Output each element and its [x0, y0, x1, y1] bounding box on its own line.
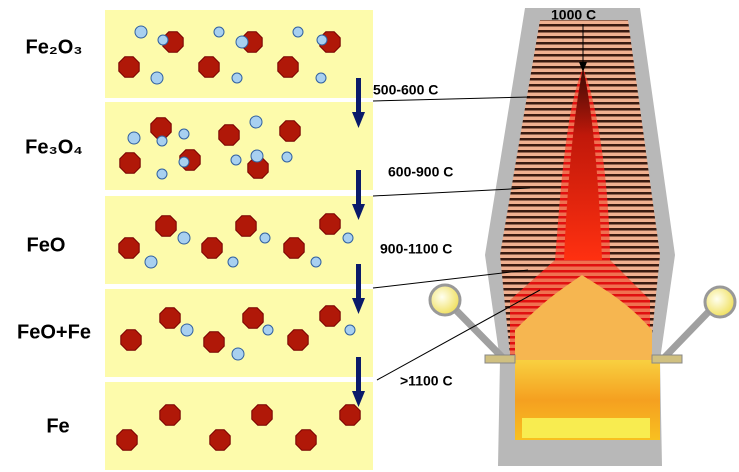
iron-particle: [287, 329, 309, 351]
iron-particle: [247, 157, 269, 179]
stage-label: FeO: [27, 234, 66, 256]
oxygen-particle: [150, 71, 164, 85]
leader-arrow: [579, 62, 587, 72]
arrow-head: [352, 204, 365, 220]
blower: [703, 285, 737, 319]
iron-particle: [203, 331, 225, 353]
oxygen-particle: [235, 35, 249, 49]
oxygen-particle: [310, 256, 322, 268]
iron-particle: [201, 237, 223, 259]
iron-particle: [235, 215, 257, 237]
iron-particle: [319, 213, 341, 235]
blower: [428, 283, 462, 317]
temperature-label: 1000 C: [551, 7, 596, 23]
oxygen-particle: [231, 347, 245, 361]
iron-particle: [218, 124, 240, 146]
oxygen-particle: [316, 34, 328, 46]
iron-particle: [279, 120, 301, 142]
stage-label: Fe₂O₃: [25, 36, 82, 58]
arrow-head: [352, 298, 365, 314]
stage-label: FeO+Fe: [17, 321, 91, 343]
leader-line: [376, 289, 541, 381]
temperature-label: 900-1100 C: [380, 241, 452, 257]
oxygen-particle: [156, 135, 168, 147]
arrow-shaft: [356, 78, 361, 116]
iron-particle: [159, 307, 181, 329]
oxygen-particle: [249, 115, 263, 129]
iron-particle: [339, 404, 361, 426]
oxygen-particle: [156, 168, 168, 180]
iron-particle: [150, 117, 172, 139]
iron-particle: [295, 429, 317, 451]
furnace: [428, 8, 737, 466]
leader-line: [372, 269, 529, 289]
iron-particle: [251, 404, 273, 426]
raceway-zone: [515, 275, 652, 360]
stage-box: [105, 102, 373, 190]
oxygen-particle: [213, 26, 225, 38]
reduction-cone: [564, 68, 602, 260]
oxygen-particle: [177, 231, 191, 245]
iron-particle: [119, 152, 141, 174]
oxygen-particle: [178, 128, 190, 140]
oxygen-particle: [344, 324, 356, 336]
arrow-head: [352, 112, 365, 128]
stage-boxes: [105, 10, 373, 470]
arrow-shaft: [356, 264, 361, 302]
arrow-head: [352, 391, 365, 407]
flow-arrows: [352, 78, 365, 407]
tuyere: [651, 354, 683, 364]
iron-particle: [209, 429, 231, 451]
iron-particle: [283, 237, 305, 259]
oxygen-particle: [262, 324, 274, 336]
oxygen-particle: [134, 25, 148, 39]
temperature-label: >1100 C: [400, 373, 453, 389]
iron-particle: [120, 329, 142, 351]
iron-particle: [277, 56, 299, 78]
stage-box: [105, 382, 373, 470]
oxygen-particle: [178, 156, 190, 168]
stage-label: Fe: [46, 415, 69, 437]
temperature-label: 500-600 C: [373, 82, 438, 98]
arrow-shaft: [356, 357, 361, 395]
particles: [116, 25, 361, 451]
oxygen-particle: [231, 72, 243, 84]
oxygen-particle: [281, 151, 293, 163]
oxygen-particle: [250, 149, 264, 163]
stage-box: [105, 10, 373, 98]
iron-particle: [159, 404, 181, 426]
iron-particle: [118, 237, 140, 259]
oxygen-particle: [315, 72, 327, 84]
iron-particle: [118, 56, 140, 78]
leader-line: [372, 96, 531, 102]
oxygen-particle: [180, 323, 194, 337]
stage-box: [105, 196, 373, 284]
temperature-label: 600-900 C: [388, 164, 453, 180]
iron-particle: [155, 215, 177, 237]
oxygen-particle: [342, 232, 354, 244]
oxygen-particle: [292, 26, 304, 38]
leader-line: [372, 187, 531, 197]
oxygen-particle: [127, 131, 141, 145]
iron-particle: [116, 429, 138, 451]
iron-particle: [242, 307, 264, 329]
stage-label: Fe₃O₄: [25, 136, 83, 158]
tuyere: [484, 354, 516, 364]
oxygen-particle: [227, 256, 239, 268]
iron-particle: [198, 56, 220, 78]
arrow-shaft: [356, 170, 361, 208]
stage-box: [105, 289, 373, 377]
oxygen-particle: [230, 154, 242, 166]
iron-particle: [319, 305, 341, 327]
hot-metal: [522, 418, 650, 438]
tuyere-pipe: [445, 299, 508, 363]
oxygen-particle: [157, 34, 169, 46]
oxygen-particle: [144, 255, 158, 269]
oxygen-particle: [259, 232, 271, 244]
